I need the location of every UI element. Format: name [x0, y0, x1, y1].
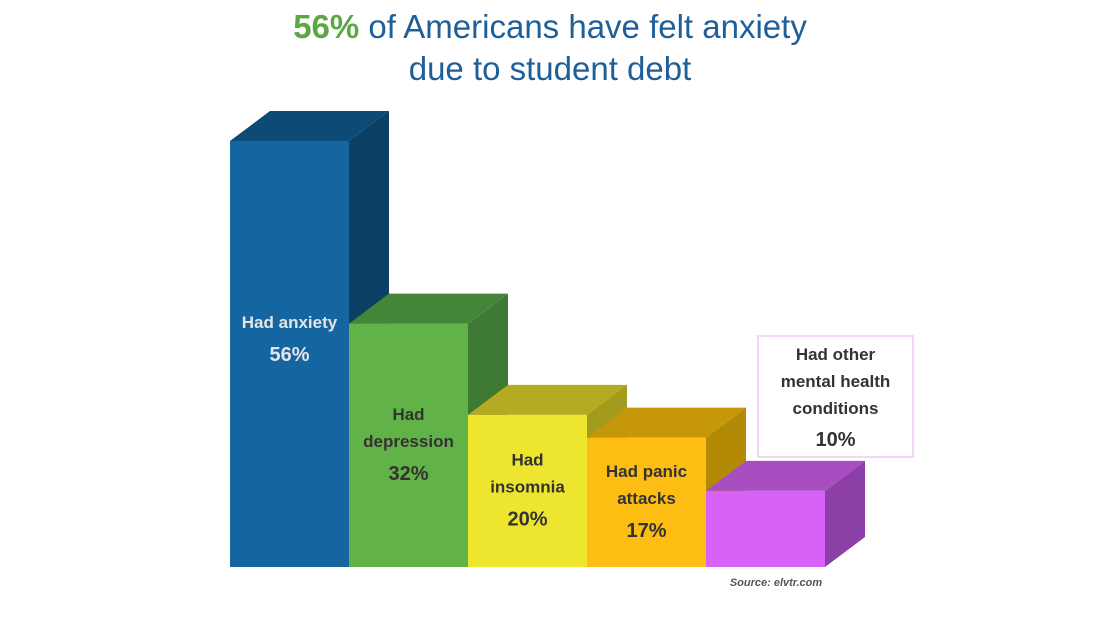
title-line-1: 56% of Americans have felt anxiety — [0, 6, 1100, 48]
bar-5-front — [706, 490, 825, 567]
source-note: Source: elvtr.com — [730, 577, 823, 589]
bar-label-3-line-1: Had — [511, 450, 543, 469]
bar-label-5-line-3: conditions — [793, 399, 879, 418]
bar-label-5-line-2: mental health — [781, 372, 891, 391]
bar-3-front — [468, 414, 587, 567]
bar-label-1-line-1: Had anxiety — [242, 313, 338, 332]
title-highlight: 56% — [293, 8, 360, 45]
bar-2-front — [349, 323, 468, 567]
bar-2-top — [349, 293, 508, 324]
bar-1-front — [230, 141, 349, 567]
bar-3-top — [468, 384, 627, 415]
title-line-1-text: of Americans have felt anxiety — [359, 8, 807, 45]
bar-4-top — [587, 407, 746, 438]
bar-5-side — [825, 460, 865, 567]
bar-value-label-2: 32% — [388, 463, 428, 485]
bar-4-front — [587, 437, 706, 567]
bar-value-label-1: 56% — [269, 344, 309, 366]
bars-group — [230, 111, 865, 567]
bar-value-label-4: 17% — [626, 520, 666, 542]
bar-5-top — [706, 460, 865, 491]
bar-label-3-line-2: insomnia — [490, 477, 565, 496]
bar-label-2-line-1: Had — [392, 405, 424, 424]
bar-value-label-3: 20% — [507, 508, 547, 530]
chart-title: 56% of Americans have felt anxiety due t… — [0, 6, 1100, 90]
bar-1-top — [230, 111, 389, 141]
title-line-2: due to student debt — [408, 50, 692, 87]
bar-label-4-line-2: attacks — [617, 489, 676, 508]
bar-label-2-line-2: depression — [363, 432, 454, 451]
bar-label-5-line-1: Had other — [796, 345, 876, 364]
labels-group: Had anxiety 56% Had depression 32% Had insomni… — [242, 313, 914, 542]
callout-box — [757, 335, 914, 458]
bar-value-label-5: 10% — [815, 429, 855, 451]
bar-label-4-line-1: Had panic — [606, 462, 687, 481]
